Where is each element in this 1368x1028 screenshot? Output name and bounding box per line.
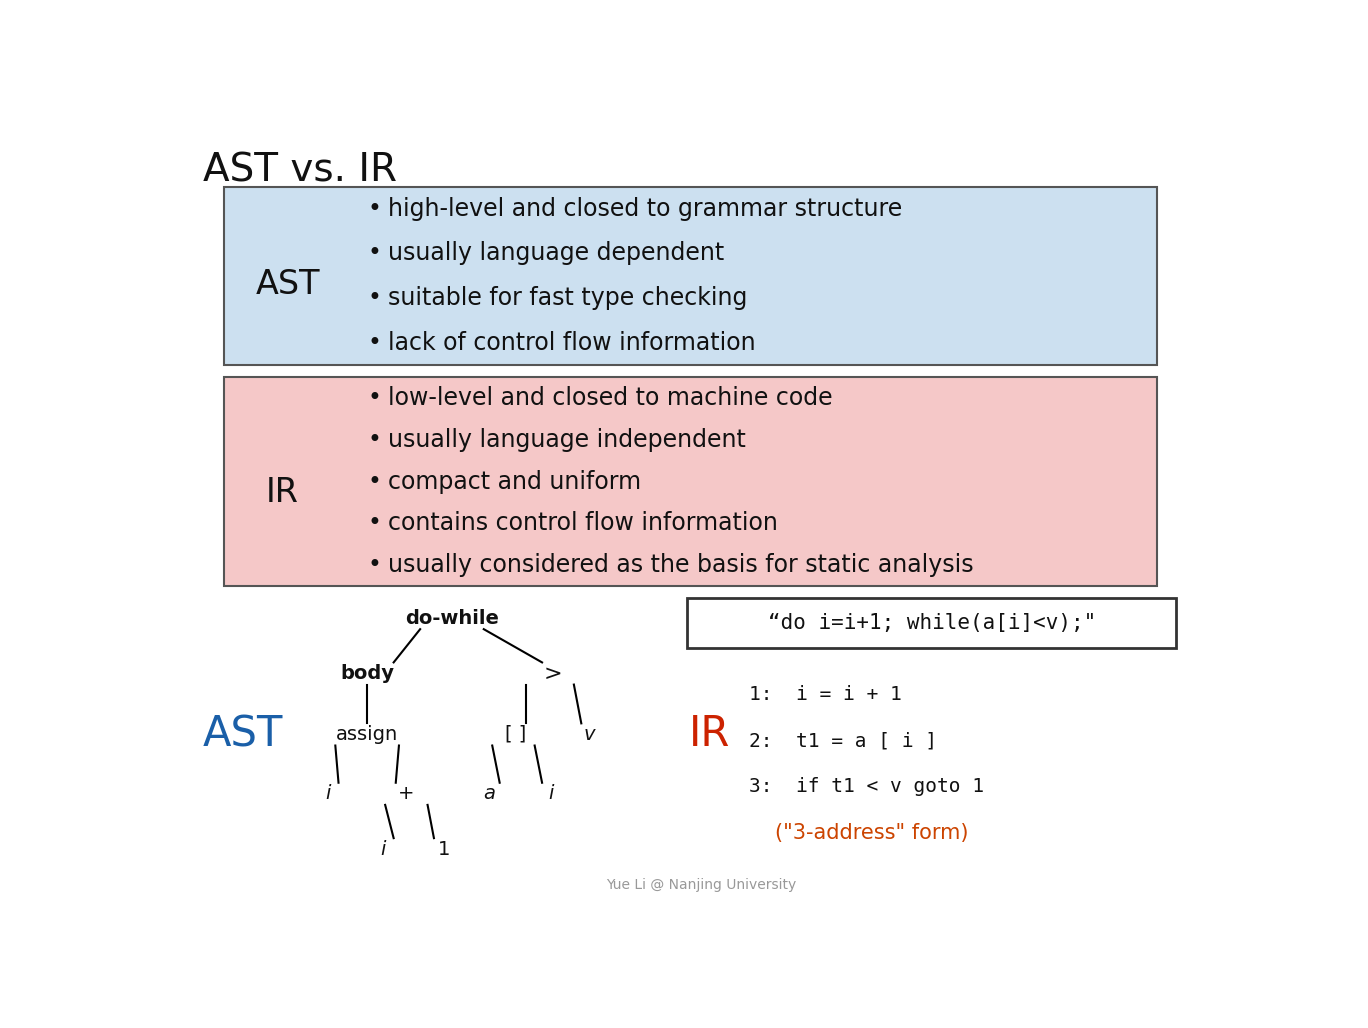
- Text: AST vs. IR: AST vs. IR: [202, 151, 397, 189]
- Text: [ ]: [ ]: [505, 725, 527, 744]
- Text: 1:  i = i + 1: 1: i = i + 1: [748, 686, 902, 704]
- Text: “do i=i+1; while(a[i]<v);": “do i=i+1; while(a[i]<v);": [767, 613, 1096, 633]
- Text: •: •: [367, 470, 382, 493]
- Text: •: •: [367, 553, 382, 578]
- Text: lack of control flow information: lack of control flow information: [389, 331, 757, 355]
- Text: v: v: [584, 725, 595, 744]
- Text: •: •: [367, 197, 382, 221]
- Text: usually language dependent: usually language dependent: [389, 242, 725, 265]
- Text: 2:  t1 = a [ i ]: 2: t1 = a [ i ]: [748, 731, 937, 750]
- Text: compact and uniform: compact and uniform: [389, 470, 642, 493]
- Text: 1: 1: [438, 840, 450, 858]
- Text: >: >: [543, 663, 562, 684]
- Text: •: •: [367, 331, 382, 355]
- Text: IR: IR: [265, 476, 298, 509]
- Text: i: i: [547, 784, 553, 803]
- Text: IR: IR: [689, 713, 731, 756]
- Text: usually language independent: usually language independent: [389, 428, 746, 451]
- Text: a: a: [483, 784, 495, 803]
- FancyBboxPatch shape: [224, 376, 1157, 586]
- Text: do-while: do-while: [405, 609, 499, 627]
- Text: high-level and closed to grammar structure: high-level and closed to grammar structu…: [389, 197, 903, 221]
- Text: Yue Li @ Nanjing University: Yue Li @ Nanjing University: [606, 878, 796, 892]
- FancyBboxPatch shape: [224, 187, 1157, 365]
- Text: ("3-address" form): ("3-address" form): [776, 822, 969, 843]
- Text: •: •: [367, 428, 382, 451]
- Text: low-level and closed to machine code: low-level and closed to machine code: [389, 386, 833, 409]
- Text: i: i: [380, 840, 386, 858]
- Text: •: •: [367, 242, 382, 265]
- Text: suitable for fast type checking: suitable for fast type checking: [389, 286, 748, 310]
- Text: •: •: [367, 386, 382, 409]
- Text: i: i: [326, 784, 331, 803]
- Text: 3:  if t1 < v goto 1: 3: if t1 < v goto 1: [748, 777, 984, 797]
- Text: assign: assign: [337, 725, 398, 744]
- Text: body: body: [341, 664, 394, 683]
- Text: AST: AST: [202, 713, 283, 756]
- Text: •: •: [367, 286, 382, 310]
- Text: contains control flow information: contains control flow information: [389, 512, 778, 536]
- Text: +: +: [398, 784, 415, 803]
- Text: AST: AST: [256, 268, 320, 301]
- FancyBboxPatch shape: [687, 597, 1176, 649]
- Text: •: •: [367, 512, 382, 536]
- Text: usually considered as the basis for static analysis: usually considered as the basis for stat…: [389, 553, 974, 578]
